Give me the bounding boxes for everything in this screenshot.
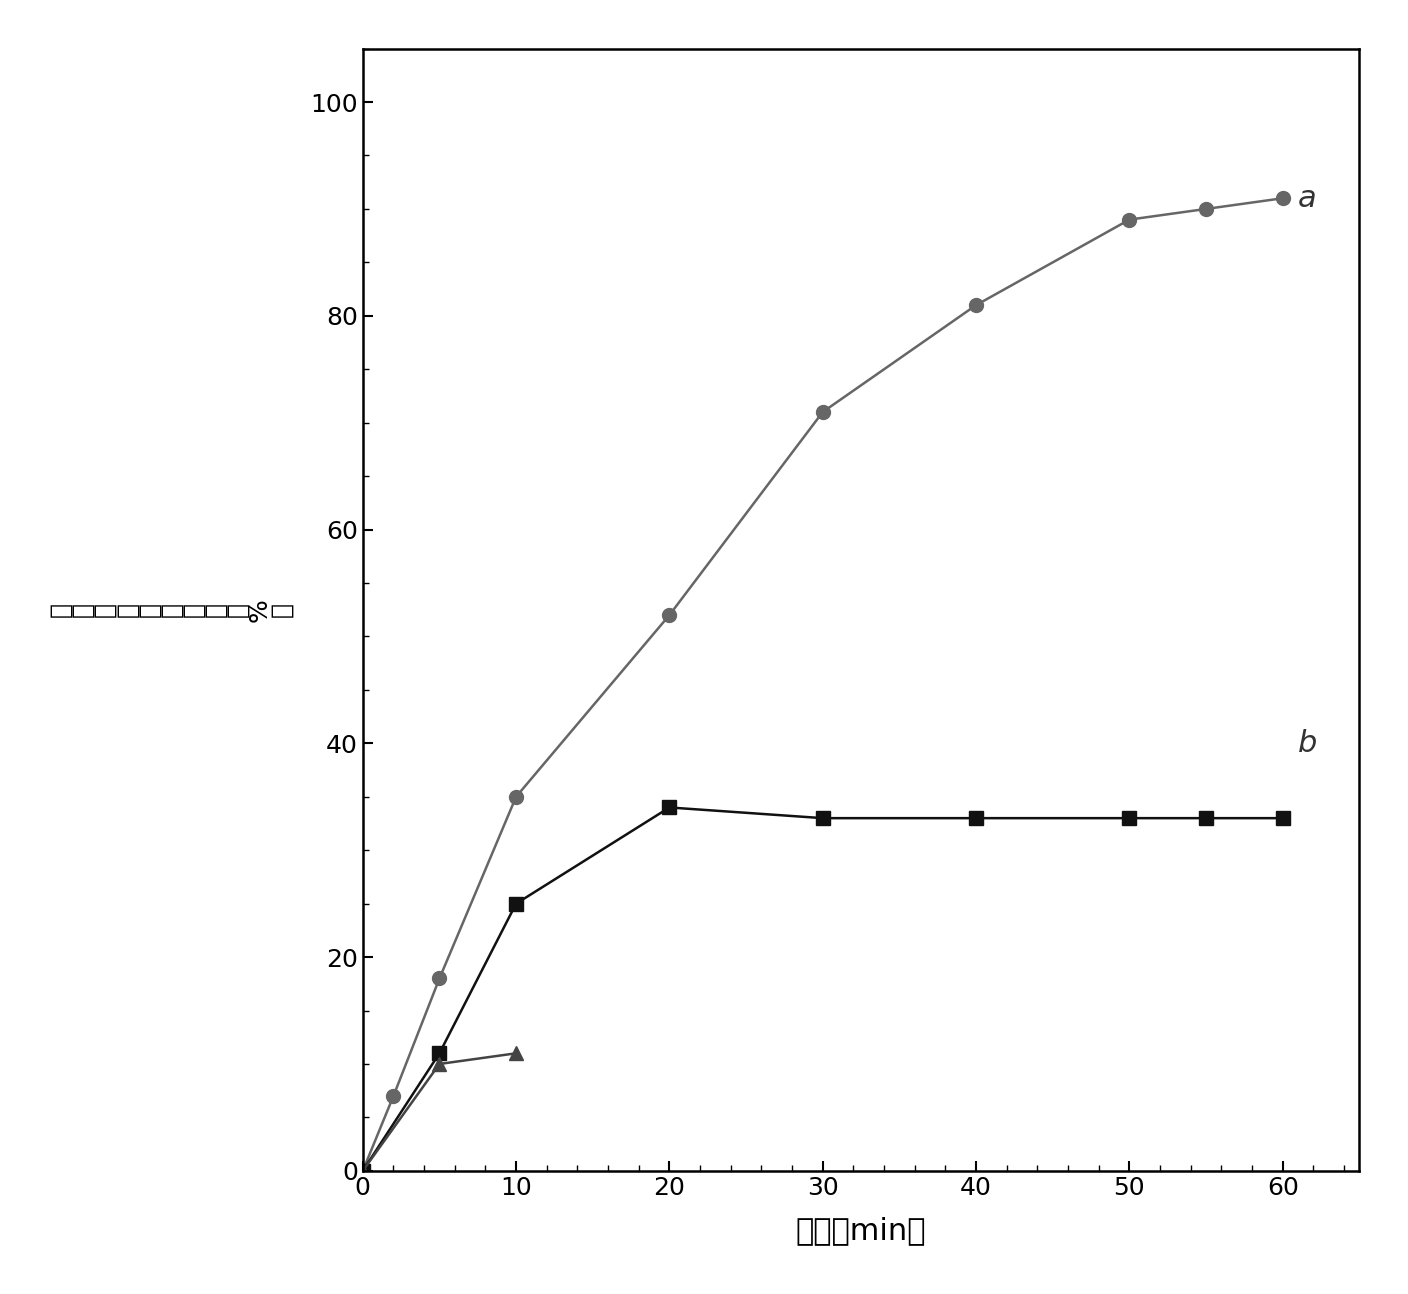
Text: b: b bbox=[1298, 729, 1318, 758]
Y-axis label: 萨
斯
吉
尔
丁
除
去
率
（
%
）: 萨 斯 吉 尔 丁 除 去 率 （ % ） bbox=[49, 598, 294, 621]
Text: a: a bbox=[1298, 184, 1316, 212]
X-axis label: 时间（min）: 时间（min） bbox=[796, 1216, 926, 1245]
